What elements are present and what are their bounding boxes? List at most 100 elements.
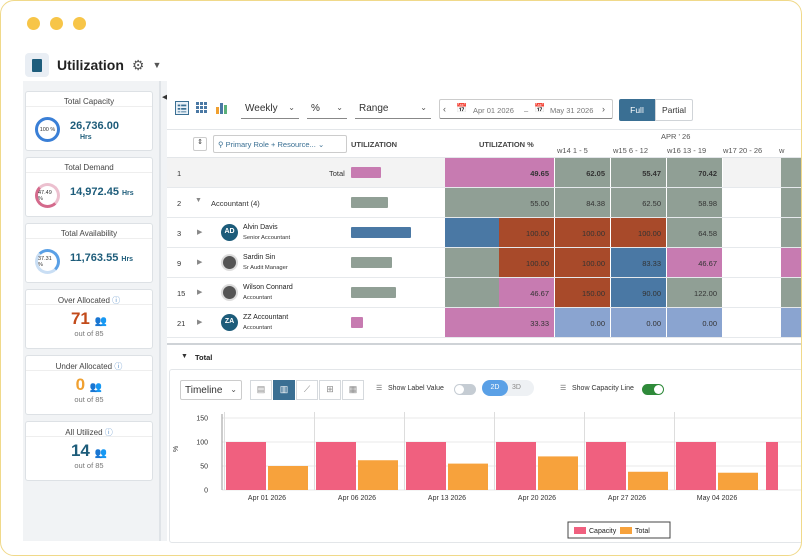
dimension-toggle[interactable]: 2D 3D (482, 380, 534, 396)
full-button[interactable]: Full (619, 99, 655, 121)
card-subtext: out of 85 (74, 329, 104, 338)
x-tick-label: Apr 20 2026 (518, 495, 556, 502)
info-icon: ⓘ (114, 362, 123, 371)
heatmap-view-icon[interactable] (195, 101, 209, 115)
y-tick-label: 50 (200, 464, 208, 471)
week-cell[interactable]: 58.98 (667, 188, 723, 217)
expand-right-icon[interactable]: ▶ (197, 319, 203, 326)
week-cell[interactable]: 122.00 (667, 278, 723, 307)
bar-chart-type-button[interactable]: ▥ (273, 380, 295, 400)
over-allocated-card[interactable]: Over Allocated ⓘ 71 👥 out of 85 (25, 289, 153, 349)
expand-down-icon[interactable]: ▼ (195, 197, 202, 204)
week-cell[interactable]: 100.00 (499, 218, 555, 247)
row-number: 1 (177, 169, 182, 178)
window-dot-minimize[interactable] (50, 17, 63, 30)
expand-right-icon[interactable]: ▶ (197, 229, 203, 236)
info-icon: ⓘ (104, 428, 113, 437)
window-dot-close[interactable] (27, 17, 40, 30)
week-cell[interactable]: 100.00 (555, 248, 611, 277)
total-availability-card: Total Availability 37.31 % 11,763.55 Hrs (25, 223, 153, 283)
week-cell[interactable]: 46.67 (667, 248, 723, 277)
avatar: ZA (221, 314, 238, 331)
utilization-bar (351, 257, 392, 268)
week-cell[interactable]: 33.33 (499, 308, 555, 337)
resource-name[interactable]: Wilson Connard (243, 284, 293, 291)
area-chart-type-button[interactable]: ▤ (250, 380, 272, 400)
legend-label: Total (635, 528, 650, 535)
y-tick-label: 0 (204, 488, 208, 495)
week-cell[interactable]: 64.58 (667, 218, 723, 247)
group-by-select[interactable]: ⚲ Primary Role + Resource... ⌄ (213, 135, 347, 153)
period-select[interactable]: Weekly ⌄ (241, 99, 299, 119)
all-utilized-card[interactable]: All Utilized ⓘ 14 👥 out of 85 (25, 421, 153, 481)
resource-name[interactable]: Sardin Sin (243, 254, 276, 261)
caret-down-icon[interactable]: ▼ (152, 60, 162, 70)
date-range-picker[interactable]: ‹ 📅 Apr 01 2026 – 📅 May 31 2026 › (439, 99, 613, 119)
chevron-left-icon: ‹ (443, 104, 446, 114)
week-cell[interactable]: 150.00 (555, 278, 611, 307)
window-dot-maximize[interactable] (73, 17, 86, 30)
show-label-value-toggle[interactable] (454, 384, 476, 395)
grid-view-icon[interactable] (175, 101, 189, 115)
chart-section: ▼ Total Timeline ⌄ ▤ ▥ ⟋ ⊞ ▦ ☰ Show Label… (167, 343, 801, 543)
page-header: Utilization ⚙ ▼ (25, 53, 161, 77)
week-cell[interactable]: 84.38 (555, 188, 611, 217)
line-chart-type-button[interactable]: ⟋ (296, 380, 318, 400)
collapse-triangle-icon[interactable]: ▼ (181, 353, 188, 360)
resource-name[interactable]: ZZ Accountant (243, 314, 289, 321)
total-demand-card: Total Demand 47.49 % 14,972.45 Hrs (25, 157, 153, 217)
week-cell-overflow (781, 278, 801, 307)
week-cell[interactable]: 83.33 (611, 248, 667, 277)
label-icon: ☰ (376, 385, 383, 392)
week-cell[interactable]: 90.00 (611, 278, 667, 307)
week-cell[interactable]: 55.00 (499, 188, 555, 217)
date-to: May 31 2026 (550, 106, 594, 115)
stacked-chart-type-button[interactable]: ▦ (342, 380, 364, 400)
utilization-bar (351, 317, 363, 328)
table-row[interactable]: 15▶Wilson ConnardAccountant70.9346.67150… (167, 278, 801, 308)
week-cell[interactable]: 49.65 (499, 158, 555, 187)
legend-label: Capacity (589, 528, 617, 535)
total-bar (628, 471, 668, 490)
week-cell[interactable]: 62.05 (555, 158, 611, 187)
row-number: 3 (177, 229, 182, 238)
mode-2d-button[interactable]: 2D (482, 380, 508, 396)
show-capacity-line-toggle[interactable] (642, 384, 664, 395)
week-cell[interactable]: 0.00 (667, 308, 723, 337)
week-cell[interactable]: 70.42 (667, 158, 723, 187)
combo-chart-type-button[interactable]: ⊞ (319, 380, 341, 400)
week-cell-overflow (781, 158, 801, 187)
expand-right-icon[interactable]: ▶ (197, 289, 203, 296)
view-select[interactable]: Timeline ⌄ (180, 380, 242, 400)
week-cell[interactable]: 55.47 (611, 158, 667, 187)
week-cell[interactable]: 100.00 (499, 248, 555, 277)
resource-name[interactable]: Alvin Davis (243, 224, 278, 231)
week-cell[interactable]: 46.67 (499, 278, 555, 307)
week-cell[interactable]: 0.00 (611, 308, 667, 337)
week-cell[interactable]: 0.00 (555, 308, 611, 337)
partial-button[interactable]: Partial (655, 99, 693, 121)
range-select[interactable]: Range ⌄ (355, 99, 431, 119)
mode-3d-button[interactable]: 3D (512, 384, 521, 391)
people-icon: 👥 (89, 382, 103, 393)
sort-toggle-icon[interactable]: ⇕ (193, 137, 207, 151)
sidebar-divider[interactable] (159, 81, 161, 541)
utilization-bar (351, 197, 388, 208)
resource-role: Sr Audit Manager (243, 265, 288, 271)
gear-icon[interactable]: ⚙ (131, 56, 145, 73)
table-row[interactable]: 2▼Accountant (4)57.2455.0084.3862.5058.9… (167, 188, 801, 218)
week-cell[interactable]: 100.00 (555, 218, 611, 247)
week-header: w17 20 - 26 (723, 146, 763, 155)
chart-view-icon[interactable] (215, 101, 229, 115)
expand-right-icon[interactable]: ▶ (197, 259, 203, 266)
week-cell[interactable]: 62.50 (611, 188, 667, 217)
collapse-sidebar-icon[interactable]: ◀ (162, 94, 168, 101)
under-allocated-card[interactable]: Under Allocated ⓘ 0 👥 out of 85 (25, 355, 153, 415)
unit-select[interactable]: % ⌄ (307, 99, 347, 119)
capacity-bar (226, 442, 266, 490)
week-cell[interactable]: 100.00 (611, 218, 667, 247)
